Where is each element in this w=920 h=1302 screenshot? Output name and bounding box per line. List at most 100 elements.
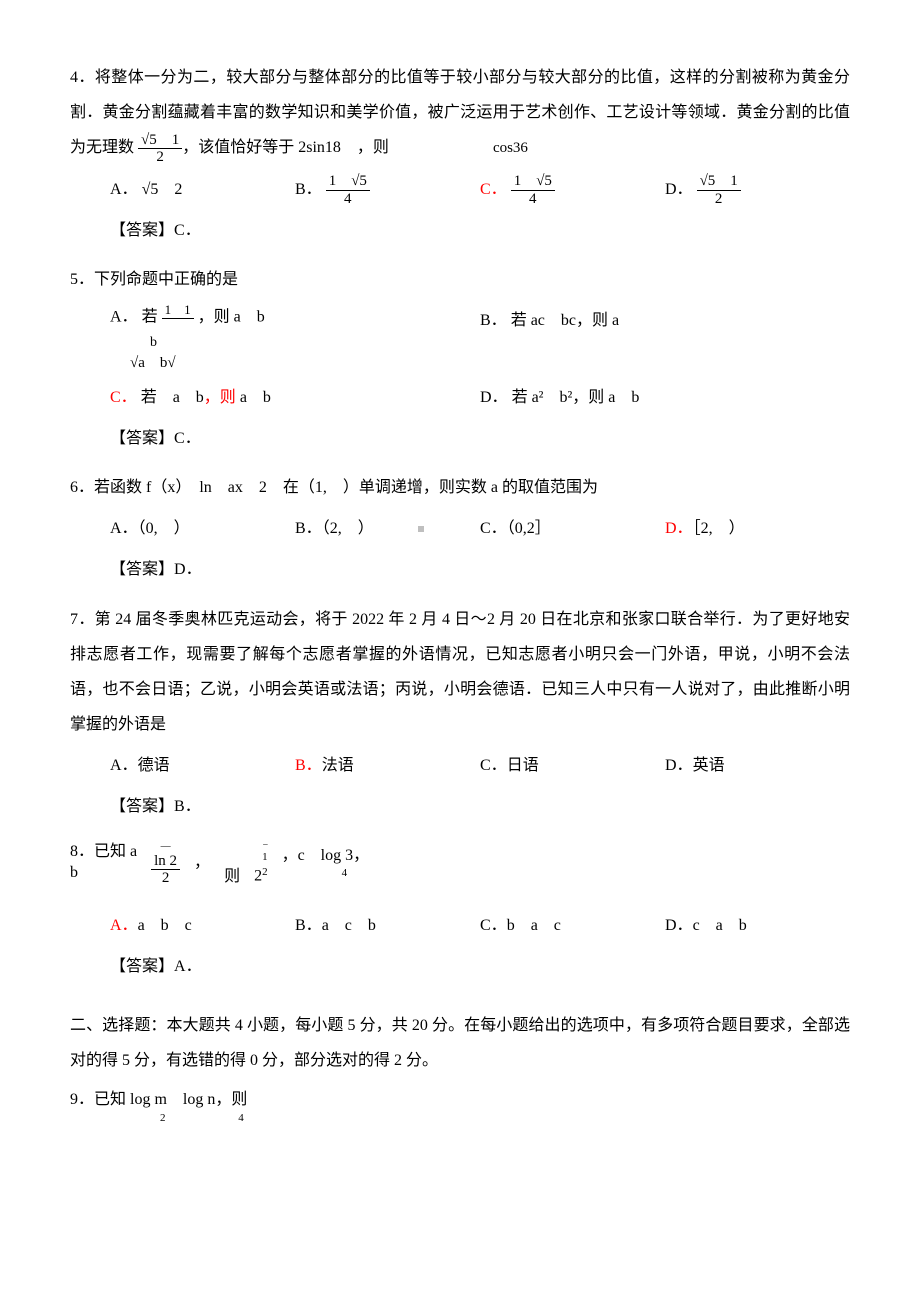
opt-label: B． (295, 757, 322, 774)
opt-text: ［2, ） (693, 520, 745, 537)
ans-val: D． (174, 561, 202, 578)
b-text: 若 ac bc，则 a (511, 312, 619, 329)
a-frac: 1 1 (162, 303, 194, 333)
q8-left: b (70, 863, 137, 884)
question-5: 5．下列命题中正确的是 A． 若 1 1 ，则 a b b √a b√ B． 若… (70, 262, 850, 456)
c-t3: a b (236, 389, 271, 406)
opt-label: D． (665, 917, 693, 934)
opt-label: D． (665, 520, 693, 537)
q5-opt-c: C． 若 a b，则 a b (110, 380, 480, 415)
d-text: 若 a² b²，则 a b (512, 389, 640, 406)
q4-opt-c: C． 1 √5 4 (480, 172, 665, 207)
ans-val: C． (174, 222, 201, 239)
q4-body: 4．将整体一分为二，较大部分与整体部分的比值等于较小部分与较大部分的比值，这样的… (70, 60, 850, 166)
f-num: √5 1 (697, 173, 741, 191)
b5: 3， (345, 847, 369, 864)
opt-label: C． (480, 520, 507, 537)
ans-label: 【答案】 (110, 222, 174, 239)
opt-label: A． (110, 757, 138, 774)
frac: ln 2 2 (151, 853, 180, 887)
b4: ，c log (282, 847, 342, 864)
opt-text: √5 2 (142, 181, 183, 198)
opt-label: B． (295, 917, 322, 934)
ans-label: 【答案】 (110, 798, 174, 815)
q5-answer: 【答案】C． (70, 421, 850, 456)
opt-text: a b c (138, 917, 192, 934)
q4-num: 4． (70, 69, 95, 86)
q4-c-frac: 1 √5 4 (511, 173, 555, 207)
opt-text: 英语 (693, 757, 725, 774)
question-9: 9．已知 log m log n，则 2 4 (70, 1089, 850, 1127)
q8-options: A．a b c B．a c b C．b a c D．c a b (70, 908, 850, 943)
question-6: 6．若函数 f（x） ln ax 2 在（1, ）单调递增，则实数 a 的取值范… (70, 470, 850, 588)
opt-label: C． (480, 181, 507, 198)
q8-col1: 8．已知 a b (70, 842, 137, 884)
f-num: ln 2 (151, 853, 180, 871)
a-t2: ，则 a b (198, 309, 265, 326)
opt-text: （2, ） (322, 520, 374, 537)
ans-label: 【答案】 (110, 958, 174, 975)
q4-answer: 【答案】C． (70, 213, 850, 248)
q6-opt-a: A．（0, ） (110, 511, 295, 546)
c-t1: 若 a b (141, 389, 204, 406)
q9-t3: n，则 (203, 1091, 247, 1108)
opt-text: 日语 (507, 757, 539, 774)
q7-opt-a: A．德语 (110, 748, 295, 783)
q8-opt-c: C．b a c (480, 908, 665, 943)
opt-label: A． (110, 181, 138, 198)
q7-opt-c: C．日语 (480, 748, 665, 783)
f-num: 1 √5 (326, 173, 370, 191)
a-extra2: √a b√ (110, 353, 450, 374)
q6-opt-d: D．［2, ） (665, 511, 850, 546)
f-den: 2 (697, 191, 741, 208)
q6-options: A．（0, ） B．（2, ） C．（0,2］ D．［2, ） (70, 511, 850, 546)
q4-options: A． √5 2 B． 1 √5 4 C． 1 √5 4 D． √5 1 2 (70, 172, 850, 207)
opt-label: A． (110, 917, 138, 934)
ans-val: B． (174, 798, 201, 815)
q5-num: 5． (70, 271, 94, 288)
a-t1: 若 (142, 309, 158, 326)
q6-opt-c: C．（0,2］ (480, 511, 665, 546)
opt-text: c a b (693, 917, 747, 934)
q9-body: 9．已知 log m log n，则 2 4 (70, 1089, 850, 1127)
opt-text: a c b (322, 917, 376, 934)
q8-opt-a: A．a b c (110, 908, 295, 943)
q9-t1: 已知 log (94, 1091, 150, 1108)
q8-num: 8． (70, 843, 94, 860)
q5-options-row1: A． 若 1 1 ，则 a b b √a b√ B． 若 ac bc，则 a (70, 303, 850, 373)
q8-opt-d: D．c a b (665, 908, 850, 943)
f-den: 4 (511, 191, 555, 208)
opt-label: A． (110, 309, 138, 326)
q8-answer: 【答案】A． (70, 949, 850, 984)
q4-b-frac: 1 √5 4 (326, 173, 370, 207)
q6-num: 6． (70, 479, 94, 496)
q6-text: 若函数 f（x） ln ax 2 在（1, ）单调递增，则实数 a 的取值范围为 (94, 479, 598, 496)
ans-label: 【答案】 (110, 561, 174, 578)
opt-label: C． (480, 917, 507, 934)
q5-opt-d: D． 若 a² b²，则 a b (480, 380, 850, 415)
q4-frac1-den: 2 (138, 149, 182, 166)
e2: 2 (254, 868, 262, 885)
bar: – (254, 839, 268, 851)
q7-opt-b: B．法语 (295, 748, 480, 783)
q8-b3: 则 (224, 867, 240, 888)
opt-label: B． (480, 312, 507, 329)
placeholder-icon (418, 526, 424, 532)
opt-text: 德语 (138, 757, 170, 774)
q9-t2: m log (150, 1091, 203, 1108)
q4-opt-b: B． 1 √5 4 (295, 172, 480, 207)
q5-text: 下列命题中正确的是 (94, 271, 238, 288)
q5-body: 5．下列命题中正确的是 (70, 262, 850, 297)
s2a: 1 (262, 851, 268, 863)
q7-options: A．德语 B．法语 C．日语 D．英语 (70, 748, 850, 783)
opt-label: B． (295, 181, 322, 198)
opt-text: （0, ） (138, 520, 190, 537)
q7-body: 7．第 24 届冬季奥林匹克运动会，将于 2022 年 2 月 4 日～2 月 … (70, 602, 850, 743)
q7-opt-d: D．英语 (665, 748, 850, 783)
overline: — (151, 840, 180, 853)
section-2-header: 二、选择题：本大题共 4 小题，每小题 5 分，共 20 分。在每小题给出的选项… (70, 1008, 850, 1078)
q9-num: 9． (70, 1091, 94, 1108)
sub4: 4 (282, 866, 370, 880)
q4-opt-a: A． √5 2 (110, 172, 295, 207)
q4-opt-d: D． √5 1 2 (665, 172, 850, 207)
